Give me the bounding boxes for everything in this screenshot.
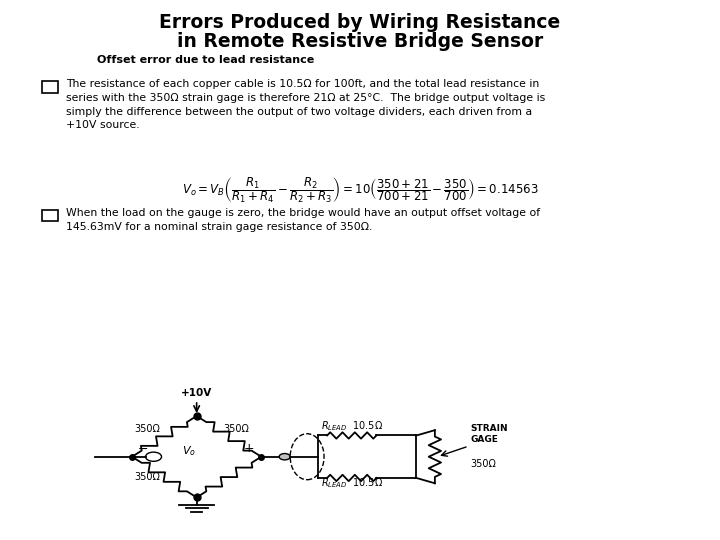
Bar [42, 210, 58, 221]
Text: When the load on the gauge is zero, the bridge would have an output offset volta: When the load on the gauge is zero, the … [66, 208, 541, 232]
Text: Offset error due to lead resistance: Offset error due to lead resistance [97, 55, 315, 65]
Text: 350Ω: 350Ω [224, 424, 250, 434]
Bar [42, 81, 58, 93]
Text: −: − [138, 442, 148, 455]
Text: $V_o = V_B\left(\dfrac{R_1}{R_1+R_4} - \dfrac{R_2}{R_2+R_3}\right) = 10\left(\df: $V_o = V_B\left(\dfrac{R_1}{R_1+R_4} - \… [181, 176, 539, 205]
Text: Errors Produced by Wiring Resistance: Errors Produced by Wiring Resistance [159, 14, 561, 32]
Text: The resistance of each copper cable is 10.5Ω for 100ft, and the total lead resis: The resistance of each copper cable is 1… [66, 79, 546, 130]
Text: 350Ω: 350Ω [471, 460, 497, 469]
Text: 350Ω: 350Ω [135, 424, 161, 434]
Circle shape [279, 454, 290, 460]
Text: $V_o$: $V_o$ [182, 444, 197, 458]
Text: $R_{LEAD}$  10.5Ω: $R_{LEAD}$ 10.5Ω [321, 476, 383, 490]
Text: STRAIN
GAGE: STRAIN GAGE [471, 424, 508, 444]
Text: +: + [243, 442, 254, 455]
Text: $R_{LEAD}$  10.5Ω: $R_{LEAD}$ 10.5Ω [321, 419, 383, 433]
Text: 350Ω: 350Ω [135, 472, 161, 482]
Text: +10V: +10V [181, 388, 212, 397]
Text: in Remote Resistive Bridge Sensor: in Remote Resistive Bridge Sensor [177, 32, 543, 51]
